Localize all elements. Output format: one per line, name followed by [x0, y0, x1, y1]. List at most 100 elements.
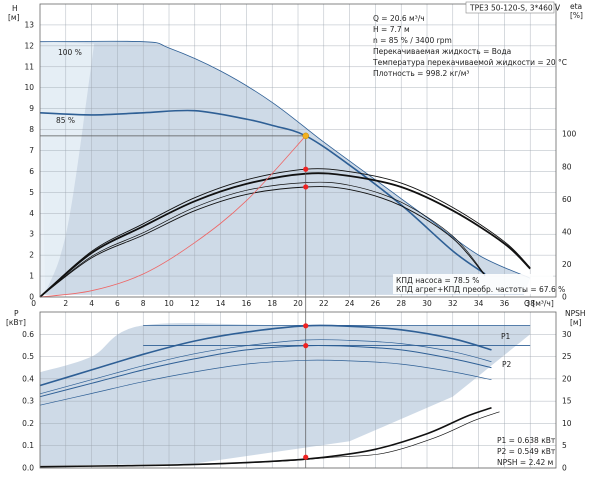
curve-total-efficiency-outer [39, 181, 486, 298]
head-region-left [40, 41, 95, 297]
info-p2: P2 = 0.549 кВт [497, 447, 556, 456]
h-tick-10: 10 [24, 83, 34, 92]
p-tick-2: 0.2 [22, 419, 34, 428]
curve-85-percent [40, 109, 486, 275]
q-tick-11: 24 [345, 299, 355, 308]
curve-group [39, 40, 531, 468]
label-p1: P1 [501, 332, 511, 341]
npsh-tick-3: 15 [562, 397, 572, 406]
system-curve [39, 135, 306, 298]
curve-p2 [39, 344, 492, 398]
label-p2: P2 [502, 360, 512, 369]
p-tick-1: 0.1 [22, 441, 34, 450]
operating-regions [40, 41, 531, 466]
head-plot-frame [39, 3, 557, 298]
q-tick-9: 20 [293, 299, 303, 308]
q-tick-4: 10 [164, 299, 174, 308]
h-tick-8: 8 [29, 125, 34, 134]
npsh-tick-2: 10 [562, 419, 572, 428]
q-tick-5: 12 [190, 299, 200, 308]
npsh-tick-5: 25 [562, 352, 572, 361]
label-100-percent: 100 % [58, 48, 82, 57]
eta-axis-label: eta [570, 2, 582, 11]
p-tick-5: 0.5 [22, 352, 34, 361]
h-tick-12: 12 [24, 41, 34, 50]
eta-tick-1: 20 [562, 260, 572, 269]
q-tick-7: 16 [242, 299, 252, 308]
curve-p1-min [39, 339, 492, 395]
power-plot-frame [39, 311, 557, 469]
chart-title: TPE3 50-120-S, 3*460 V [469, 4, 561, 13]
curve-p2-min [39, 359, 492, 406]
h-tick-7: 7 [29, 146, 34, 155]
h-tick-9: 9 [29, 104, 34, 113]
npsh-tick-0: 0 [562, 464, 567, 473]
h-tick-5: 5 [29, 188, 34, 197]
curve-100-percent [40, 40, 531, 279]
q-tick-16: 34 [474, 299, 484, 308]
info-total-eff: КПД агрег+КПД преобр. частоты = 67.6 % [396, 285, 565, 294]
curve-p1 [39, 324, 492, 387]
q-tick-10: 22 [319, 299, 329, 308]
npsh-axis-unit: [м] [570, 318, 582, 327]
label-85-percent: 85 % [56, 116, 75, 125]
npsh-axis-label: NPSH [565, 309, 586, 318]
info-h: H = 7.7 м [373, 25, 410, 34]
npsh-tick-6: 30 [562, 330, 572, 339]
p-tick-0: 0.0 [22, 464, 34, 473]
q-tick-13: 28 [396, 299, 406, 308]
h-tick-3: 3 [29, 230, 34, 239]
h-tick-0: 0 [29, 293, 34, 302]
npsh-tick-1: 5 [562, 441, 567, 450]
q-axis-label: Q [м³/ч] [524, 299, 554, 308]
eta-tick-3: 60 [562, 195, 572, 204]
h-tick-4: 4 [29, 209, 34, 218]
h-tick-6: 6 [29, 167, 34, 176]
q-tick-18: 38 [525, 299, 535, 308]
q-tick-zero: 0 [31, 299, 36, 308]
p2-marker [303, 343, 309, 349]
q-tick-1: 4 [89, 299, 94, 308]
npsh-tick-4: 20 [562, 374, 572, 383]
info-temperature: Температура перекачиваемой жидкости = 20… [372, 58, 567, 67]
efficiency-marker-1 [303, 184, 309, 190]
p1-marker [303, 323, 309, 329]
info-q: Q = 20.6 м³/ч [373, 14, 425, 23]
p-tick-4: 0.4 [22, 374, 34, 383]
info-liquid: Перекачиваемая жидкость = Вода [373, 47, 511, 56]
info-pump-eff: КПД насоса = 78.5 % [396, 276, 479, 285]
marker-group [302, 132, 309, 460]
efficiency-marker-0 [303, 166, 309, 172]
info-npsh: NPSH = 2.42 м [497, 458, 553, 467]
tick-labels: 2 4 6 8 10 12 14 16 18 20 22 24 26 28 30 32 34 36 38001234… [22, 20, 576, 472]
q-tick-8: 18 [267, 299, 277, 308]
info-density: Плотность = 998.2 кг/м³ [373, 69, 469, 78]
npsh-marker [303, 454, 309, 460]
eta-tick-2: 40 [562, 227, 572, 236]
info-n: n = 85 % / 3400 rpm [373, 36, 452, 45]
power-info: P1 = 0.638 кВт P2 = 0.549 кВт NPSH = 2.4… [497, 436, 556, 467]
eta-axis-unit: [%] [570, 11, 583, 20]
q-tick-2: 6 [115, 299, 120, 308]
power-region [40, 323, 531, 466]
q-tick-6: 14 [216, 299, 226, 308]
info-p1: P1 = 0.638 кВт [497, 436, 556, 445]
q-tick-14: 30 [422, 299, 432, 308]
q-tick-3: 8 [141, 299, 146, 308]
efficiency-info: КПД насоса = 78.5 % КПД агрег+КПД преобр… [393, 274, 565, 294]
title-box [465, 1, 555, 14]
duty-info: Q = 20.6 м³/ч H = 7.7 м n = 85 % / 3400 … [372, 14, 567, 78]
duty-point-marker [302, 132, 309, 140]
curve-npsh-max [47, 411, 500, 468]
q-tick-17: 36 [500, 299, 510, 308]
eta-tick-4: 80 [562, 162, 572, 171]
efficiency-info-bg [393, 274, 553, 294]
h-tick-13: 13 [24, 20, 34, 29]
q-tick-0: 2 [63, 299, 68, 308]
eta-tick-0: 0 [562, 293, 567, 302]
p-tick-6: 0.6 [22, 330, 34, 339]
head-region-outer [40, 41, 531, 295]
h-tick-1: 1 [29, 272, 34, 281]
h-tick-2: 2 [29, 251, 34, 260]
